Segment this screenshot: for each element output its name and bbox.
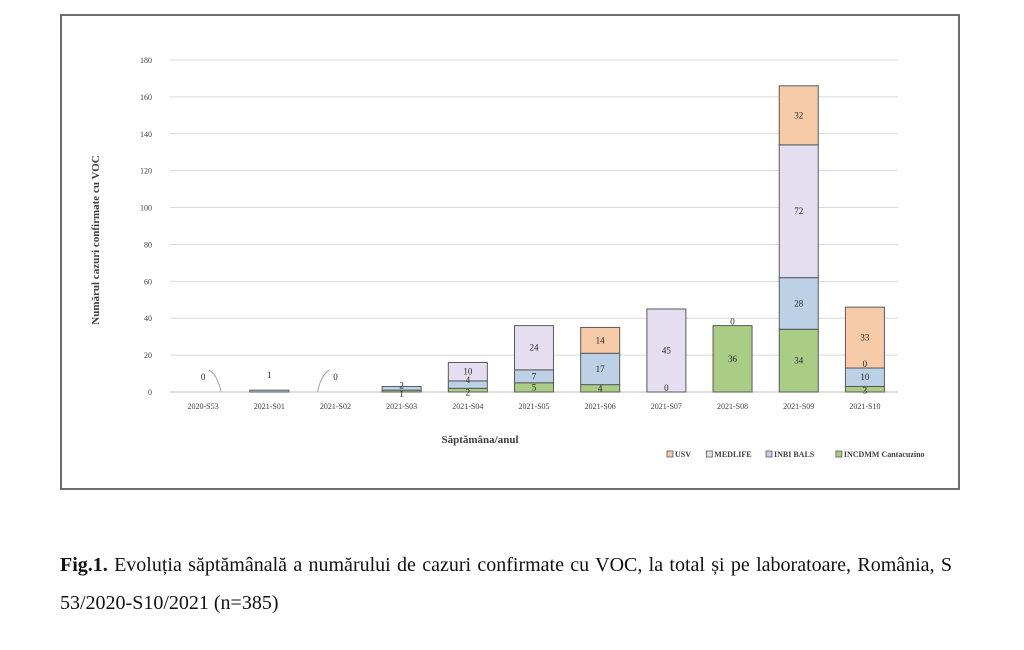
data-label: 0 bbox=[863, 359, 868, 369]
y-tick-label: 100 bbox=[140, 204, 152, 213]
x-tick-label: 2021-S09 bbox=[783, 402, 814, 411]
legend-swatch bbox=[765, 450, 773, 458]
legend: USV MEDLIFE INBI BALS INCDMM Cantacuzino bbox=[666, 450, 925, 459]
data-label: 36 bbox=[728, 354, 738, 364]
y-axis-ticks: 0 20 40 60 80 100 120 140 160 180 bbox=[140, 56, 152, 397]
legend-label: INBI BALS bbox=[774, 450, 815, 459]
x-tick-label: 2021-S02 bbox=[320, 402, 351, 411]
data-label: 45 bbox=[662, 346, 672, 356]
data-label: 1 bbox=[399, 389, 404, 399]
data-label: 2 bbox=[399, 380, 404, 390]
data-label: 32 bbox=[794, 110, 803, 120]
x-tick-label: 2021-S07 bbox=[651, 402, 682, 411]
data-label: 4 bbox=[466, 375, 471, 385]
legend-swatch bbox=[666, 450, 674, 458]
data-label: 0 bbox=[730, 317, 735, 327]
bar-segment bbox=[580, 352, 621, 386]
bar-segment bbox=[712, 325, 753, 393]
data-label: 14 bbox=[596, 335, 606, 345]
x-tick-label: 2021-S03 bbox=[386, 402, 417, 411]
y-tick-label: 160 bbox=[140, 93, 152, 102]
y-tick-label: 60 bbox=[144, 277, 152, 286]
bar-segment bbox=[580, 326, 621, 354]
x-tick-label: 2021-S01 bbox=[254, 402, 285, 411]
bar-segment bbox=[249, 389, 290, 393]
bar-segment bbox=[778, 277, 819, 330]
y-tick-label: 80 bbox=[144, 240, 152, 249]
legend-swatch bbox=[835, 450, 843, 458]
bar-segment bbox=[646, 308, 687, 393]
data-label: 0 bbox=[201, 372, 206, 382]
y-tick-label: 20 bbox=[144, 351, 152, 360]
data-label: 33 bbox=[860, 333, 870, 343]
x-tick-label: 2021-S08 bbox=[717, 402, 748, 411]
legend-label: MEDLIFE bbox=[714, 450, 751, 459]
bar-segment bbox=[778, 85, 819, 146]
caption-text: Evoluția săptămânală a numărului de cazu… bbox=[60, 554, 952, 614]
data-label: 28 bbox=[794, 298, 804, 308]
data-label: 17 bbox=[596, 364, 606, 374]
x-axis-ticks: 2020-S53 2021-S01 2021-S02 2021-S03 2021-S04… bbox=[188, 402, 881, 411]
x-tick-label: 2021-S04 bbox=[452, 402, 483, 411]
y-tick-label: 120 bbox=[140, 167, 152, 176]
data-label: 7 bbox=[532, 371, 537, 381]
data-label: 1 bbox=[267, 370, 272, 380]
bar-segment bbox=[447, 361, 488, 382]
data-label: 72 bbox=[794, 206, 803, 216]
x-tick-label: 2020-S53 bbox=[188, 402, 219, 411]
data-label: 4 bbox=[598, 384, 603, 394]
leader-line bbox=[208, 369, 222, 393]
data-label: 0 bbox=[664, 383, 669, 393]
bar-segment bbox=[778, 328, 819, 393]
data-label: 3 bbox=[863, 385, 868, 395]
x-tick-label: 2021-S10 bbox=[849, 402, 880, 411]
y-axis-title: Numărul cazuri confirmate cu VOC bbox=[90, 155, 102, 324]
legend-label: USV bbox=[675, 450, 691, 459]
bar-segment bbox=[844, 306, 885, 369]
y-tick-label: 40 bbox=[144, 314, 152, 323]
y-tick-label: 180 bbox=[140, 56, 152, 65]
caption-label: Fig.1. bbox=[60, 554, 108, 576]
data-label: 10 bbox=[860, 372, 870, 382]
gridlines bbox=[170, 59, 898, 393]
legend-label: INCDMM Cantacuzino bbox=[844, 450, 925, 459]
bars bbox=[249, 85, 885, 393]
data-label: 10 bbox=[463, 367, 473, 377]
y-tick-label: 140 bbox=[140, 130, 152, 139]
data-label: 0 bbox=[333, 372, 338, 382]
x-tick-label: 2021-S05 bbox=[518, 402, 549, 411]
x-tick-label: 2021-S06 bbox=[585, 402, 616, 411]
leader-line bbox=[316, 369, 330, 393]
legend-swatch bbox=[705, 450, 713, 458]
data-label: 5 bbox=[532, 382, 537, 392]
bar-segment bbox=[514, 325, 554, 371]
data-label: 2 bbox=[466, 387, 471, 397]
figure-caption: Fig.1. Evoluția săptămânală a numărului … bbox=[60, 546, 952, 622]
data-label: 24 bbox=[530, 343, 540, 353]
y-tick-label: 0 bbox=[148, 388, 152, 397]
x-axis-title: Săptămâna/anul bbox=[441, 434, 518, 446]
bar-segment bbox=[381, 385, 422, 391]
data-label: 34 bbox=[794, 356, 804, 366]
chart-frame: 0 20 40 60 80 100 120 140 160 180 0 1 0 1 2 2 4 10 5 7 24 4 1… bbox=[60, 14, 960, 490]
